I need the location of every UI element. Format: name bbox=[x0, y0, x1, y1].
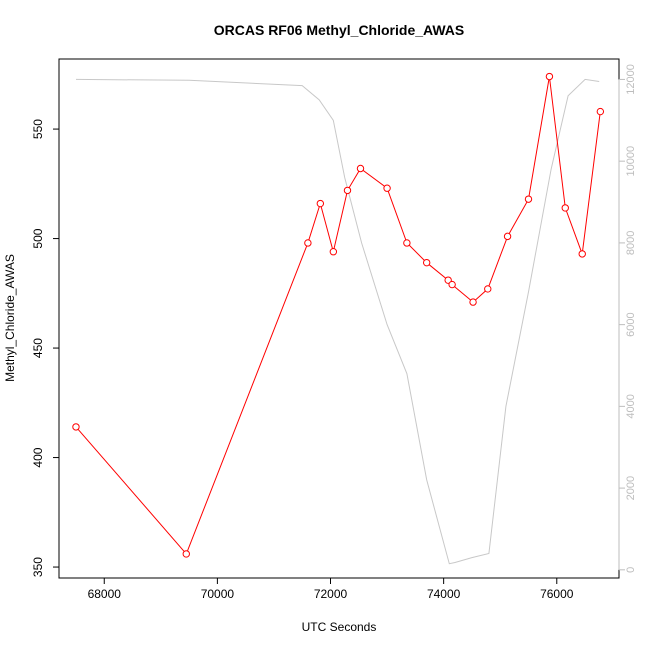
right-y-tick-label: 10000 bbox=[625, 146, 637, 177]
data-point bbox=[72, 423, 80, 431]
y-tick-label: 350 bbox=[31, 557, 45, 577]
data-point bbox=[503, 232, 512, 241]
right-y-tick-label: 4000 bbox=[625, 394, 637, 418]
y-tick-label: 550 bbox=[31, 119, 45, 139]
data-point bbox=[316, 199, 325, 208]
data-point bbox=[484, 285, 492, 293]
data-point bbox=[304, 239, 312, 247]
right-y-tick-label: 12000 bbox=[625, 64, 637, 95]
data-point bbox=[329, 248, 338, 256]
data-point bbox=[561, 204, 569, 212]
data-point bbox=[356, 164, 365, 173]
data-point bbox=[578, 250, 586, 258]
data-point bbox=[422, 258, 431, 267]
data-point bbox=[545, 72, 554, 81]
right-y-axis: 0 2000 4000 6000 8000 10000 12000 bbox=[618, 64, 637, 573]
y-tick-label: 400 bbox=[31, 447, 45, 467]
data-point bbox=[403, 239, 411, 247]
x-tick-label: 76000 bbox=[540, 587, 574, 601]
data-point bbox=[182, 550, 190, 558]
right-y-tick-label: 2000 bbox=[625, 476, 637, 500]
x-tick-label: 74000 bbox=[427, 587, 461, 601]
gray-series-line bbox=[75, 78, 600, 565]
data-point bbox=[383, 184, 391, 192]
data-point bbox=[524, 195, 533, 203]
plot-frame bbox=[58, 58, 620, 579]
red-series-line bbox=[75, 76, 601, 555]
chart-title: ORCAS RF06 Methyl_Chloride_AWAS bbox=[214, 22, 465, 38]
y-axis: 350 400 450 500 550 bbox=[31, 119, 60, 577]
series-layer bbox=[72, 72, 605, 565]
x-tick-label: 72000 bbox=[314, 587, 348, 601]
y-axis-label: Methyl_Chloride_AWAS bbox=[3, 254, 17, 382]
right-y-tick-label: 6000 bbox=[625, 312, 637, 336]
x-tick-label: 68000 bbox=[88, 587, 122, 601]
right-y-tick-label: 8000 bbox=[625, 231, 637, 255]
data-point bbox=[448, 280, 456, 289]
y-tick-label: 450 bbox=[31, 338, 45, 358]
data-point bbox=[343, 186, 352, 195]
y-tick-label: 500 bbox=[31, 228, 45, 248]
data-point bbox=[596, 107, 605, 116]
x-tick-label: 70000 bbox=[201, 587, 235, 601]
x-axis-label: UTC Seconds bbox=[302, 620, 377, 634]
right-y-tick-label: 0 bbox=[625, 567, 637, 573]
x-axis: 68000 70000 72000 74000 76000 bbox=[88, 577, 574, 601]
data-point bbox=[469, 298, 477, 306]
